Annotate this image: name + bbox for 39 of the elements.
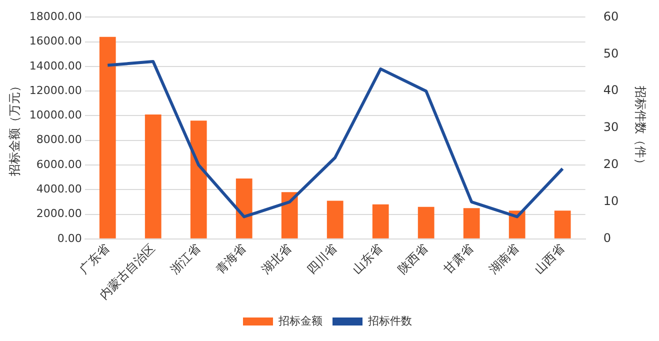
y-tick-label: 14000.00	[29, 59, 82, 72]
x-tick-label: 山东省	[350, 241, 385, 277]
y-tick-label: 10000.00	[29, 108, 82, 122]
y2-tick-label: 30	[603, 120, 619, 134]
x-tick-label: 浙江省	[168, 241, 203, 277]
y-tick-label: 12000.00	[29, 84, 82, 97]
bar	[99, 36, 116, 238]
y-tick-label: 2000.00	[36, 207, 82, 220]
bar	[326, 200, 344, 238]
bar	[418, 206, 434, 238]
y2-tick-label: 50	[603, 46, 619, 60]
bar	[190, 120, 207, 238]
y2-tick-label: 20	[603, 157, 619, 172]
bar	[281, 192, 298, 238]
x-tick-label: 湖南省	[486, 241, 522, 277]
y2-tick-label: 40	[603, 83, 619, 98]
y-axis-title: 招标金额（万元）	[7, 80, 22, 178]
bar	[372, 204, 389, 238]
y2-tick-label: 10	[603, 194, 619, 208]
bar	[463, 208, 480, 238]
x-tick-label: 山西省	[532, 241, 567, 277]
y-tick-label: 18000.00	[29, 10, 82, 24]
x-tick-label: 甘肃省	[440, 241, 476, 277]
x-tick-label: 陕西省	[395, 241, 430, 277]
y-tick-label: 6000.00	[36, 158, 82, 171]
x-tick-label: 湖北省	[258, 241, 294, 277]
y-tick-label: 8000.00	[36, 133, 82, 146]
y2-tick-label: 0	[603, 231, 611, 246]
legend-label: 招标件数	[367, 314, 412, 328]
y-tick-label: 4000.00	[36, 182, 82, 196]
y2-tick-label: 60	[603, 9, 619, 24]
bar	[144, 114, 162, 238]
legend-label: 招标金额	[278, 314, 322, 328]
bar	[554, 210, 571, 238]
x-tick-label: 青海省	[213, 241, 248, 277]
x-tick-label: 四川省	[304, 241, 340, 277]
bar	[236, 178, 252, 238]
y-tick-label: 16000.00	[29, 34, 82, 48]
y2-axis-title: 招标件数（件）	[634, 85, 648, 170]
